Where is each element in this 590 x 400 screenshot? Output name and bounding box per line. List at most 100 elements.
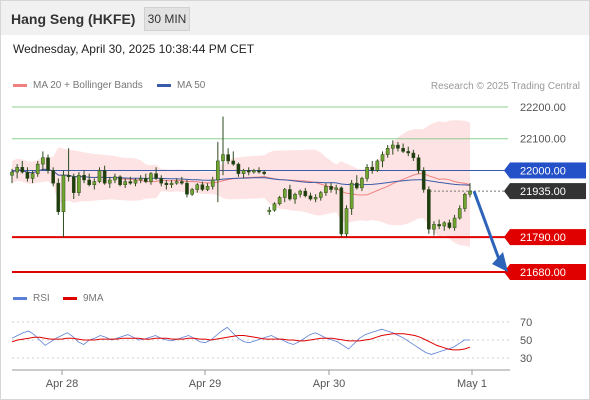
candle-body xyxy=(257,170,261,173)
candle-body xyxy=(210,179,215,187)
candle-body xyxy=(329,186,333,190)
level-label-22200.00: 22200.00 xyxy=(520,102,566,114)
legend-ma50: MA 50 xyxy=(157,80,205,91)
candle-body xyxy=(318,192,323,198)
candle-body xyxy=(288,189,292,200)
candle-body xyxy=(107,179,112,184)
level-tag-22000.00 xyxy=(510,162,586,179)
candle-body xyxy=(61,174,66,212)
candle-body xyxy=(133,179,138,184)
candle-body xyxy=(427,189,431,230)
candle-body xyxy=(442,222,447,227)
ma9-label: 9MA xyxy=(83,293,104,304)
candle-body xyxy=(457,208,462,219)
candle-body xyxy=(102,170,107,184)
candle-body xyxy=(396,144,400,149)
candle-body xyxy=(195,184,200,190)
projection-arrow-line xyxy=(472,190,502,263)
timestamp: Wednesday, April 30, 2025 10:38:44 PM CE… xyxy=(13,42,255,56)
candle-body xyxy=(87,179,91,185)
candle-body xyxy=(71,176,76,193)
legend-9ma: 9MA xyxy=(63,293,104,304)
candle-body xyxy=(252,170,256,173)
level-tag-arrow-21680.00 xyxy=(504,264,510,280)
candle-body xyxy=(349,182,354,209)
candle-body xyxy=(97,170,102,182)
candle-body xyxy=(463,194,467,209)
candle-body xyxy=(56,182,61,212)
candle-body xyxy=(421,170,426,190)
candle-body xyxy=(401,148,405,152)
candle-body xyxy=(447,222,452,228)
chart-header: Hang Seng (HKFE) 30 MIN xyxy=(1,1,589,35)
candle-body xyxy=(82,174,86,181)
candle-body xyxy=(15,167,19,173)
candle-body xyxy=(216,160,220,181)
x-label-may-1: May 1 xyxy=(457,378,487,390)
level-tag-21680.00 xyxy=(510,264,586,280)
candle-body xyxy=(51,170,55,184)
candle-body xyxy=(246,170,251,173)
candle-body xyxy=(128,181,133,184)
level-label-21935.00: 21935.00 xyxy=(520,186,566,198)
candle-body xyxy=(303,190,308,197)
candle-body xyxy=(298,190,302,195)
level-tag-21935.00 xyxy=(510,183,586,200)
candle-body xyxy=(174,181,179,184)
candle-body xyxy=(66,174,71,178)
candle-body xyxy=(92,181,97,185)
candle-body xyxy=(138,178,143,181)
candle-body xyxy=(308,195,313,200)
research-credit: Research © 2025 Trading Central xyxy=(430,81,580,92)
candle-body xyxy=(236,163,241,174)
rsi-9ma-line xyxy=(11,333,471,351)
candle-body xyxy=(277,197,282,205)
candle-body xyxy=(144,178,148,182)
candle-body xyxy=(262,171,266,174)
candle-body xyxy=(380,154,385,162)
ma20-label: MA 20 + Bollinger Bands xyxy=(33,80,143,91)
rsi-swatch xyxy=(13,297,27,300)
candle-body xyxy=(411,152,416,159)
candle-body xyxy=(452,217,457,228)
candle-body xyxy=(437,224,441,227)
candle-body xyxy=(241,170,246,174)
x-label-apr-28: Apr 28 xyxy=(46,378,78,390)
ma20-swatch xyxy=(13,84,27,87)
candle-body xyxy=(406,151,411,154)
rsi-label: RSI xyxy=(33,293,50,304)
ma50-swatch xyxy=(157,84,171,87)
candle-body xyxy=(25,171,30,179)
candle-body xyxy=(154,173,158,179)
candle-body xyxy=(159,178,164,184)
candle-body xyxy=(123,181,128,185)
level-label-22100.00: 22100.00 xyxy=(520,134,566,146)
candle-body xyxy=(339,187,344,235)
candle-body xyxy=(118,176,122,185)
legend-ma20: MA 20 + Bollinger Bands xyxy=(13,80,143,91)
legend-rsi: RSI xyxy=(13,293,50,304)
candle-body xyxy=(375,160,380,171)
candle-body xyxy=(164,182,169,185)
candle-body xyxy=(468,190,472,195)
candle-body xyxy=(365,167,369,179)
x-label-apr-30: Apr 30 xyxy=(313,378,345,390)
projection-arrow-head xyxy=(492,252,508,272)
candle-body xyxy=(432,224,436,230)
candle-body xyxy=(10,171,14,176)
candle-body xyxy=(200,184,205,190)
candle-body xyxy=(370,167,375,171)
rsi-tick-50: 50 xyxy=(520,335,532,347)
candle-body xyxy=(180,181,184,184)
candle-body xyxy=(334,187,338,190)
candle-body xyxy=(35,163,40,174)
instrument-title: Hang Seng (HKFE) xyxy=(11,11,136,27)
candle-body xyxy=(416,157,421,171)
ma50-line xyxy=(11,168,471,186)
bollinger-band xyxy=(12,120,470,247)
candle-body xyxy=(149,173,153,182)
candle-body xyxy=(313,197,318,200)
candle-body xyxy=(344,208,349,235)
interval-button[interactable]: 30 MIN xyxy=(144,7,190,31)
